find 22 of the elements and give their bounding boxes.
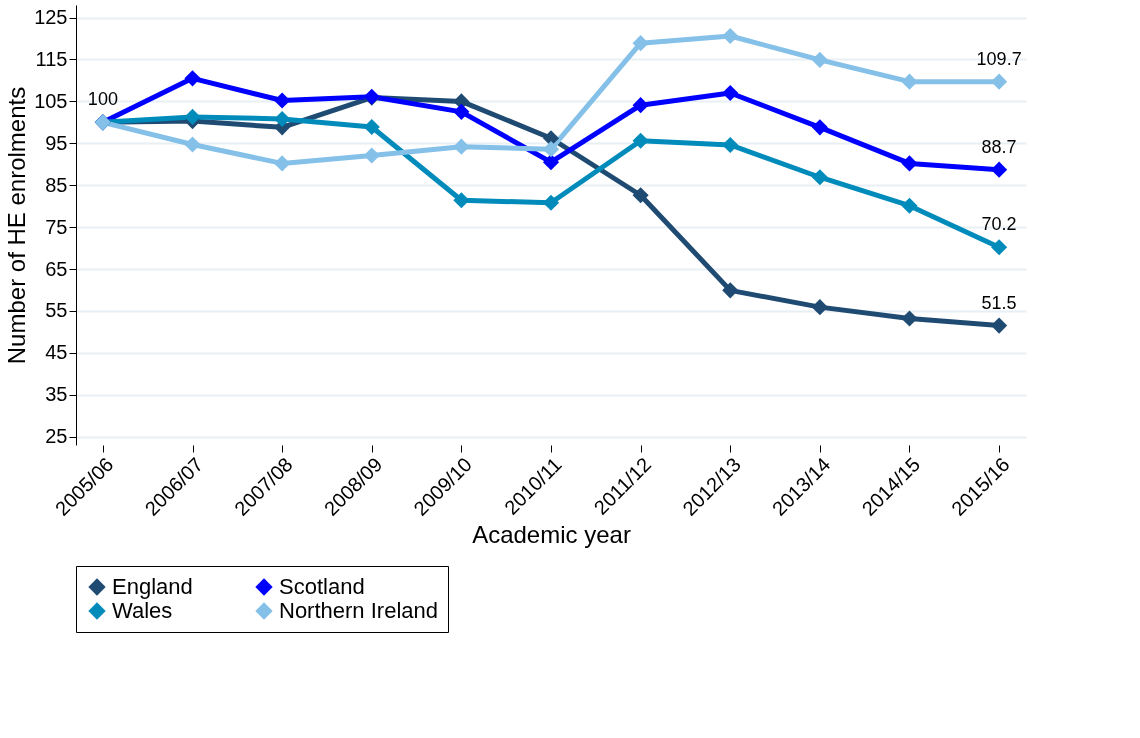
data-label: 109.7: [976, 48, 1022, 69]
y-tick-label: 125: [34, 6, 68, 29]
data-label: 88.7: [981, 136, 1017, 157]
y-tick-label: 55: [45, 299, 68, 322]
y-tick-label: 25: [45, 425, 68, 448]
data-label: 51.5: [981, 292, 1017, 313]
y-tick-label: 95: [45, 131, 68, 154]
legend-label: England: [112, 574, 193, 599]
data-label: 100: [87, 89, 118, 110]
x-axis-title: Academic year: [472, 520, 631, 548]
legend-label: Wales: [112, 598, 173, 623]
legend-label: Northern Ireland: [279, 598, 438, 623]
y-tick-label: 35: [45, 383, 68, 406]
data-label: 70.2: [981, 214, 1017, 235]
y-tick-label: 85: [45, 173, 68, 196]
y-tick-label: 105: [34, 89, 68, 112]
legend-label: Scotland: [279, 574, 365, 599]
y-axis-title: Number of HE enrolments: [3, 86, 31, 365]
y-tick-label: 75: [45, 215, 68, 238]
y-tick-label: 45: [45, 341, 68, 364]
y-tick-label: 115: [35, 47, 68, 70]
y-tick-label: 65: [45, 257, 68, 280]
